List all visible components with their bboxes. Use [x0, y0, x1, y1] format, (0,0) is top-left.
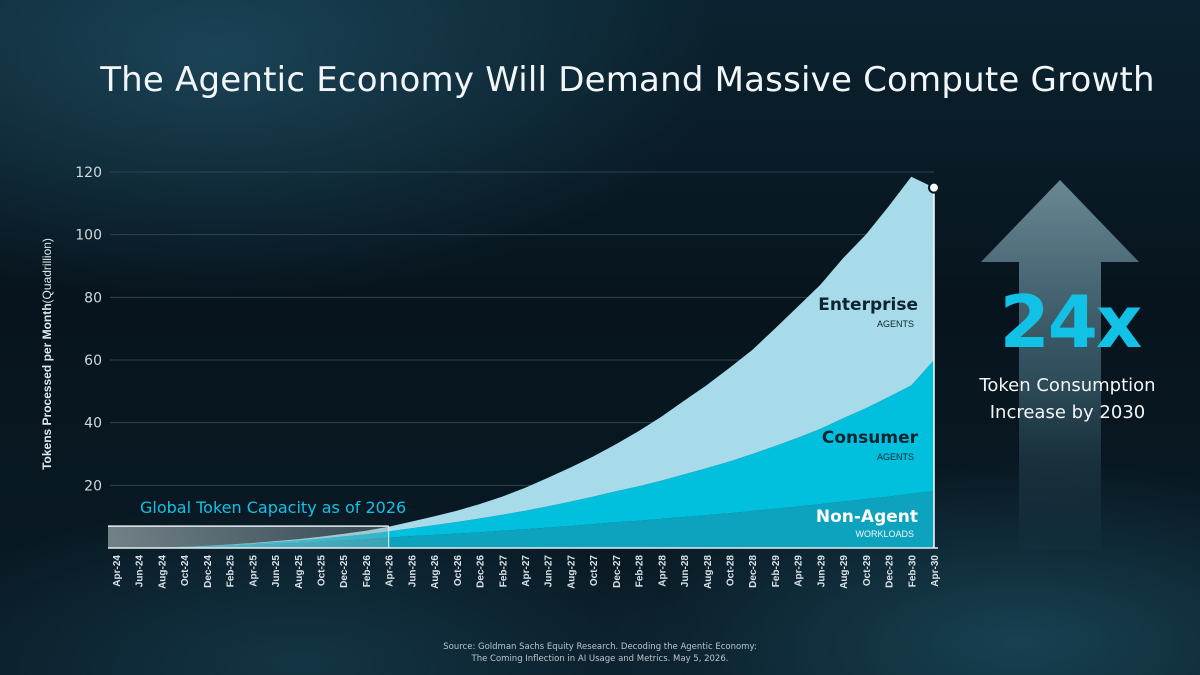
x-tick-label: Dec-27	[612, 555, 623, 588]
x-tick-label: Oct-27	[589, 555, 600, 587]
x-tick-label: Aug-29	[839, 555, 850, 589]
x-tick-label: Apr-28	[657, 555, 668, 587]
x-tick-label: Oct-24	[180, 555, 191, 587]
series-sublabel: AGENTS	[877, 319, 914, 329]
growth-caption: Token Consumption Increase by 2030	[960, 372, 1175, 426]
end-point	[928, 181, 940, 194]
x-tick-label: Aug-28	[703, 555, 714, 589]
x-tick-label: Feb-29	[771, 555, 782, 588]
area-consumer	[116, 360, 934, 548]
x-tick-labels: Apr-24 Jun-24 Aug-24 Oct-24 Dec-24 Feb-25 Apr-…	[108, 547, 941, 589]
x-tick-label: Apr-29	[794, 555, 805, 587]
y-tick-label: 120	[75, 165, 102, 181]
x-tick-label: Jun-28	[680, 555, 691, 588]
growth-multiple: 24x	[999, 280, 1143, 364]
x-tick-label: Jun-27	[544, 555, 555, 588]
x-tick-label: Apr-24	[112, 555, 123, 587]
growth-arrow-icon	[981, 180, 1139, 550]
y-tick-label: 100	[75, 228, 102, 244]
x-tick-label: Jun-24	[135, 555, 146, 588]
x-tick-label: Feb-25	[226, 555, 237, 588]
slide-title: The Agentic Economy Will Demand Massive …	[100, 60, 1155, 100]
series-label: Non-Agent	[816, 507, 918, 527]
x-tick-label: Oct-29	[862, 555, 873, 587]
series-labels: Non-Agent WORKLOADS Consumer AGENTS Enterpri…	[816, 295, 919, 539]
x-tick-label: Jun-26	[407, 555, 418, 588]
x-tick-label: Jun-29	[816, 555, 827, 588]
y-axis-title-unit: (Quadrillion)	[40, 238, 54, 304]
growth-caption-line1: Token Consumption	[979, 375, 1156, 396]
x-tick-label: Dec-25	[339, 555, 350, 588]
source-line-2: The Coming Inflection in AI Usage and Me…	[471, 654, 729, 664]
y-axis-title: Tokens Processed per Month(Quadrillion)	[40, 238, 54, 470]
x-tick-label: Aug-25	[294, 555, 305, 589]
x-tick-label: Oct-26	[453, 555, 464, 587]
area-non-agent	[116, 490, 934, 548]
end-marker	[928, 181, 940, 548]
x-tick-label: Dec-24	[203, 555, 214, 588]
source-line-1: Source: Goldman Sachs Equity Research. D…	[443, 642, 757, 652]
x-tick-label: Feb-26	[362, 555, 373, 588]
capacity-band: Global Token Capacity as of 2026	[108, 498, 406, 548]
x-tick-label: Apr-25	[248, 555, 259, 587]
x-tick-label: Apr-26	[385, 555, 396, 587]
x-tick-label: Aug-27	[566, 555, 577, 589]
x-tick-label: Aug-24	[157, 555, 168, 589]
series-areas	[116, 176, 934, 548]
capacity-band-fill	[108, 526, 389, 548]
x-tick-label: Oct-25	[317, 555, 328, 587]
capacity-label: Global Token Capacity as of 2026	[140, 498, 406, 517]
y-axis-title-bold: Tokens Processed per Month	[40, 303, 54, 470]
x-tick-label: Dec-26	[476, 555, 487, 588]
growth-caption-line2: Increase by 2030	[989, 402, 1146, 423]
x-tick-label: Jun-25	[271, 555, 282, 588]
y-tick-label: 20	[84, 478, 102, 494]
x-tick-label: Feb-28	[635, 555, 646, 588]
x-tick-label: Feb-27	[498, 555, 509, 588]
x-tick-label: Oct-28	[726, 555, 737, 587]
series-label: Enterprise	[818, 295, 918, 315]
x-tick-label: Apr-30	[930, 555, 941, 587]
x-tick-label: Feb-30	[907, 555, 918, 588]
y-tick-labels: 20 40 60 80 100 120	[75, 165, 102, 494]
area-enterprise	[116, 176, 934, 548]
y-tick-label: 60	[84, 353, 102, 369]
y-tick-label: 40	[84, 416, 102, 432]
x-tick-label: Apr-27	[521, 555, 532, 587]
series-sublabel: WORKLOADS	[855, 529, 914, 539]
x-tick-label: Dec-28	[748, 555, 759, 588]
y-tick-label: 80	[84, 290, 102, 306]
source-note: Source: Goldman Sachs Equity Research. D…	[350, 641, 850, 665]
x-tick-label: Dec-29	[885, 555, 896, 588]
series-sublabel: AGENTS	[877, 452, 914, 462]
series-label: Consumer	[822, 428, 919, 448]
x-tick-label: Aug-26	[430, 555, 441, 589]
